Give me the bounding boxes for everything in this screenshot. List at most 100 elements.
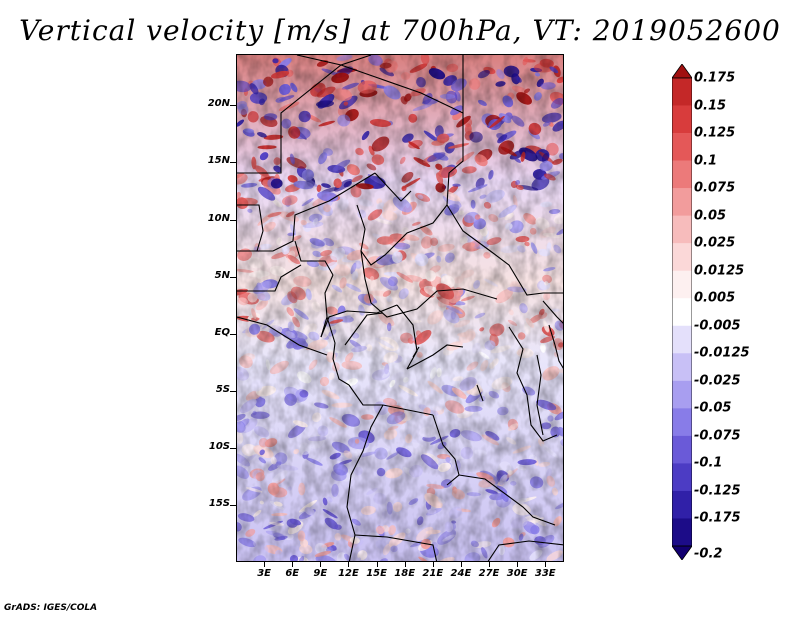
- lon-tick-mark: [460, 562, 462, 567]
- country-border: [548, 324, 563, 369]
- country-border: [432, 414, 460, 486]
- country-border: [237, 316, 328, 356]
- colorbar-level-label: 0.075: [694, 180, 736, 196]
- lat-tick-mark: [230, 219, 236, 221]
- colorbar-level-label: 0.125: [694, 125, 736, 141]
- lat-tick-label: 10N: [207, 212, 230, 224]
- colorbar-segment: [672, 518, 692, 547]
- colorbar: [672, 64, 692, 560]
- country-border: [396, 304, 418, 370]
- lat-tick-label: 15N: [207, 155, 230, 167]
- country-border: [536, 354, 544, 436]
- lon-tick-label: 30E: [506, 568, 528, 579]
- lat-tick-label: EQ: [214, 326, 230, 338]
- country-border: [446, 204, 563, 296]
- colorbar-segment: [672, 188, 692, 216]
- lat-tick-mark: [230, 162, 236, 164]
- country-border: [320, 274, 334, 338]
- colorbar-segment: [672, 243, 692, 272]
- country-border: [340, 55, 464, 114]
- lon-tick-mark: [320, 562, 322, 567]
- lat-tick-mark: [230, 504, 236, 506]
- colorbar-segment: [672, 353, 692, 382]
- lat-tick-mark: [230, 105, 236, 107]
- country-border: [356, 204, 448, 266]
- lon-tick-mark: [545, 562, 547, 567]
- country-border: [237, 204, 264, 252]
- colorbar-segment: [672, 380, 692, 409]
- country-border: [294, 240, 334, 276]
- colorbar-segment: [672, 160, 692, 189]
- lon-tick-label: 15E: [366, 568, 387, 579]
- country-border: [476, 384, 484, 402]
- country-border: [354, 534, 438, 561]
- lat-tick-label: 20N: [207, 98, 230, 110]
- colorbar-segment: [672, 105, 692, 134]
- lat-tick-mark: [230, 447, 236, 449]
- country-border: [360, 250, 498, 318]
- lon-tick-label: 27E: [478, 568, 500, 579]
- country-border: [326, 316, 350, 386]
- colorbar-segment: [672, 133, 692, 161]
- lon-tick-mark: [489, 562, 491, 567]
- colorbar-level-label: 0.05: [694, 208, 727, 224]
- lon-tick-label: 6E: [285, 568, 300, 579]
- country-border: [344, 312, 384, 346]
- colorbar-max-arrow: [672, 64, 692, 79]
- country-border: [296, 55, 342, 66]
- chart-title: Vertical velocity [m/s] at 700hPa, VT: 2…: [19, 14, 781, 47]
- country-border: [406, 344, 464, 370]
- colorbar-segment: [672, 215, 692, 244]
- country-border: [446, 113, 464, 206]
- country-border: [487, 540, 563, 561]
- country-border: [542, 300, 563, 324]
- colorbar-segment: [672, 78, 692, 106]
- colorbar-level-label: -0.025: [694, 373, 741, 389]
- lon-tick-label: 9E: [313, 568, 328, 579]
- lat-tick-mark: [230, 276, 236, 278]
- country-border: [237, 172, 376, 252]
- colorbar-level-label: -0.075: [694, 428, 741, 444]
- colorbar-frame: [672, 77, 692, 547]
- lon-tick-label: 33E: [534, 568, 556, 579]
- map-panel: [236, 54, 564, 562]
- colorbar-level-label: 0.005: [694, 290, 736, 306]
- country-border: [458, 474, 556, 526]
- colorbar-level-label: 0.025: [694, 235, 736, 251]
- country-border: [320, 304, 398, 338]
- colorbar-segment: [672, 408, 692, 437]
- colorbar-segment: [672, 298, 692, 327]
- lat-tick-label: 10S: [208, 440, 230, 452]
- country-border: [237, 264, 302, 292]
- lon-tick-mark: [404, 562, 406, 567]
- lon-tick-label: 24E: [450, 568, 472, 579]
- lon-tick-label: 12E: [338, 568, 359, 579]
- country-border: [412, 346, 420, 358]
- grads-credit: GrADS: IGES/COLA: [4, 603, 98, 613]
- colorbar-segment: [672, 435, 692, 464]
- lon-tick-mark: [264, 562, 266, 567]
- country-border: [237, 55, 372, 174]
- vertical-velocity-field: [237, 55, 563, 561]
- colorbar-level-label: -0.175: [694, 510, 741, 526]
- colorbar-level-label: -0.0125: [694, 345, 750, 361]
- colorbar-segment: [672, 463, 692, 492]
- lon-tick-mark: [376, 562, 378, 567]
- colorbar-level-label: -0.2: [694, 546, 723, 562]
- lon-tick-mark: [432, 562, 434, 567]
- colorbar-min-arrow: [672, 545, 692, 560]
- country-border: [508, 326, 558, 442]
- colorbar-level-label: 0.1: [694, 153, 718, 169]
- colorbar-segment: [672, 490, 692, 519]
- colorbar-level-label: -0.005: [694, 318, 741, 334]
- colorbar-level-label: -0.05: [694, 400, 732, 416]
- colorbar-level-label: -0.125: [694, 483, 741, 499]
- colorbar-segment: [672, 325, 692, 354]
- lon-tick-mark: [292, 562, 294, 567]
- colorbar-level-label: 0.175: [694, 70, 736, 86]
- colorbar-level-label: -0.1: [694, 455, 723, 471]
- lon-tick-label: 18E: [394, 568, 416, 579]
- lat-tick-mark: [230, 390, 236, 392]
- lon-tick-label: 21E: [422, 568, 444, 579]
- lon-tick-mark: [517, 562, 519, 567]
